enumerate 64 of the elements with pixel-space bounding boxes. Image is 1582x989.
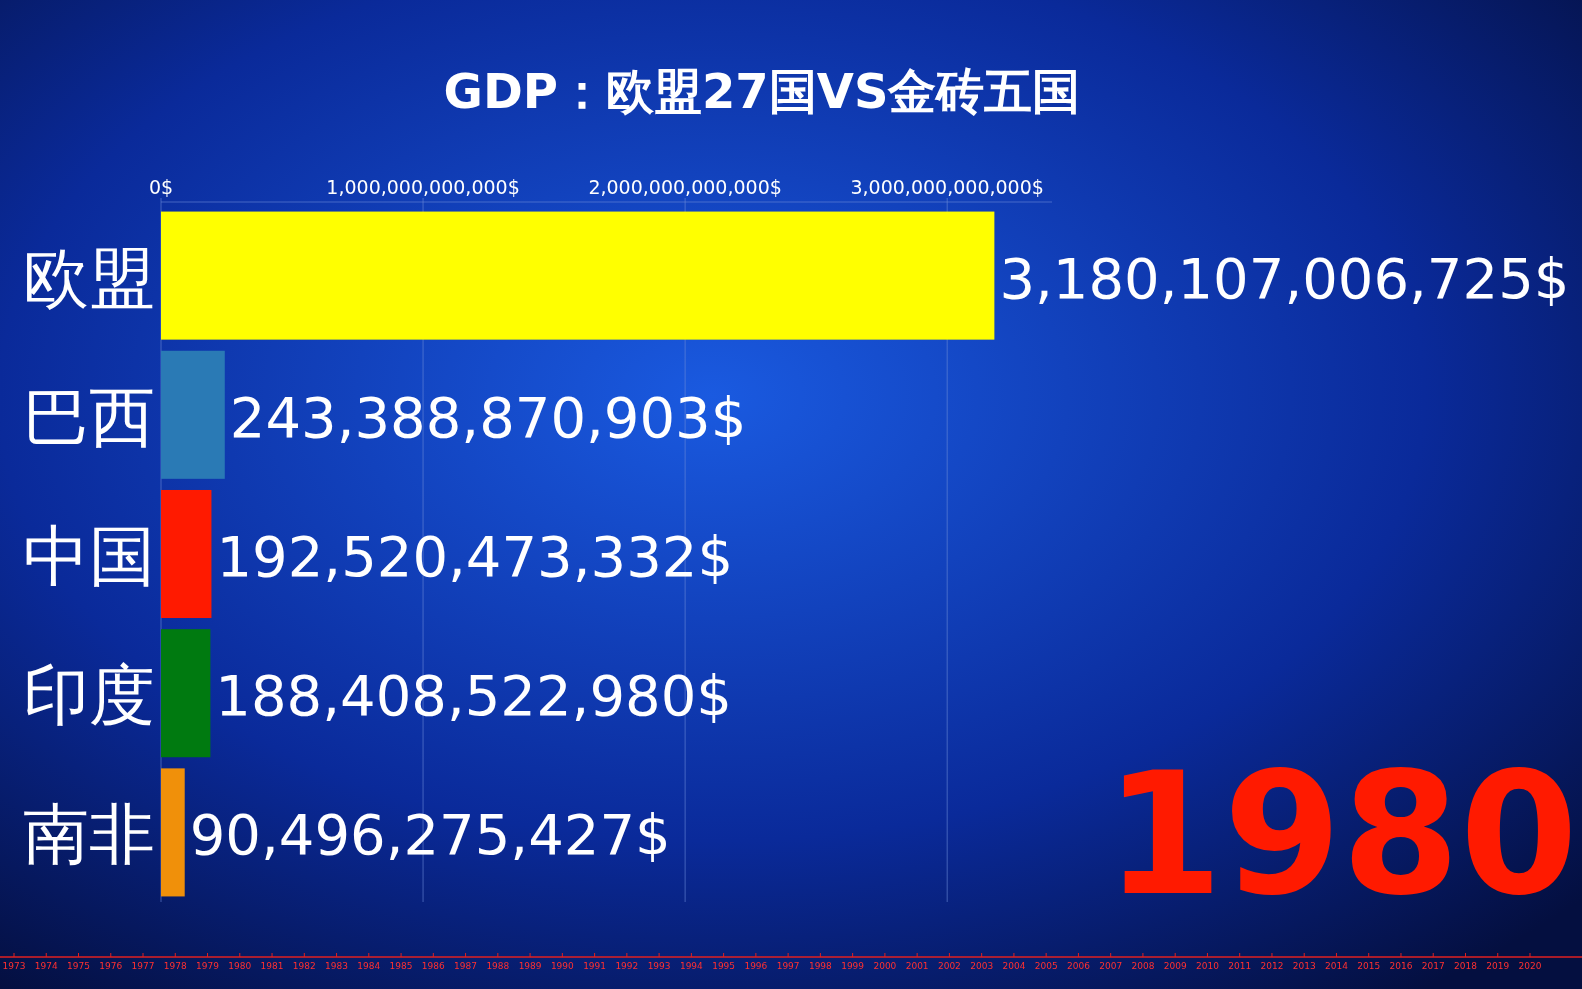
text: 1977 xyxy=(131,961,155,971)
text: 2008 xyxy=(1131,961,1155,971)
text: 1995 xyxy=(712,961,736,971)
text: 2014 xyxy=(1325,961,1349,971)
text: 1974 xyxy=(34,961,58,971)
text: 1975 xyxy=(67,961,90,971)
x-tick-label: 0$ xyxy=(148,176,174,198)
text: 1998 xyxy=(808,961,833,971)
text: 1979 xyxy=(196,961,220,971)
text: 1980 xyxy=(228,961,252,971)
data-label: 243,388,870,903$ xyxy=(229,384,747,450)
y-tick-label: 南非 xyxy=(23,796,155,874)
text: 1984 xyxy=(357,961,381,971)
text: 1989 xyxy=(518,961,542,971)
text: 1978 xyxy=(163,961,187,971)
chart-title: GDP：欧盟27国VS金砖五国 xyxy=(443,63,1081,119)
y-tick-label: 巴西 xyxy=(23,378,155,456)
text: 1981 xyxy=(260,961,284,971)
text: 1993 xyxy=(647,961,671,971)
text: 1980 xyxy=(1104,735,1578,933)
x-tick-label: 2,000,000,000,000$ xyxy=(588,176,782,198)
text: 2015 xyxy=(1357,961,1381,971)
text: 1983 xyxy=(325,961,349,971)
text: 2009 xyxy=(1163,961,1187,971)
text: 2018 xyxy=(1454,961,1478,971)
text: 2005 xyxy=(1034,961,1058,971)
text: 2006 xyxy=(1066,961,1091,971)
text: 1976 xyxy=(99,961,123,971)
data-label: 192,520,473,332$ xyxy=(216,524,734,589)
text: 1996 xyxy=(744,961,768,971)
data-label: 3,180,107,006,725$ xyxy=(999,245,1570,311)
text: 1982 xyxy=(292,961,316,971)
text: 2000 xyxy=(873,961,897,971)
text: 1988 xyxy=(486,961,510,971)
y-tick-label: 欧盟 xyxy=(23,239,155,317)
text: 1985 xyxy=(389,961,413,971)
text: 2019 xyxy=(1486,961,1510,971)
text: 2012 xyxy=(1260,961,1284,971)
text: 2003 xyxy=(970,961,994,971)
y-tick-label: 印度 xyxy=(23,657,155,735)
data-label: 188,408,522,980$ xyxy=(215,663,732,729)
text: 2007 xyxy=(1099,961,1123,971)
text: 2001 xyxy=(905,961,929,971)
y-tick-label: 中国 xyxy=(23,518,155,595)
text: 1994 xyxy=(679,961,704,971)
text: 2011 xyxy=(1228,961,1252,971)
text: 2016 xyxy=(1389,961,1413,971)
text: 2004 xyxy=(1002,961,1026,971)
text: 1991 xyxy=(583,961,607,971)
x-tick-label: 1,000,000,000,000$ xyxy=(326,176,520,198)
text: 1973 xyxy=(2,961,26,971)
text: 2020 xyxy=(1518,961,1542,971)
text: 2013 xyxy=(1292,961,1316,971)
text: 1987 xyxy=(454,961,478,971)
text: 1999 xyxy=(841,961,865,971)
text: 1992 xyxy=(615,961,639,971)
text: 2017 xyxy=(1421,961,1445,971)
text: 1986 xyxy=(421,961,446,971)
text: 1990 xyxy=(550,961,575,971)
text: 1997 xyxy=(776,961,800,971)
x-tick-label: 3,000,000,000,000$ xyxy=(850,176,1044,198)
text: 2002 xyxy=(937,961,961,971)
text: 2010 xyxy=(1195,961,1220,971)
data-label: 90,496,275,427$ xyxy=(189,802,671,868)
